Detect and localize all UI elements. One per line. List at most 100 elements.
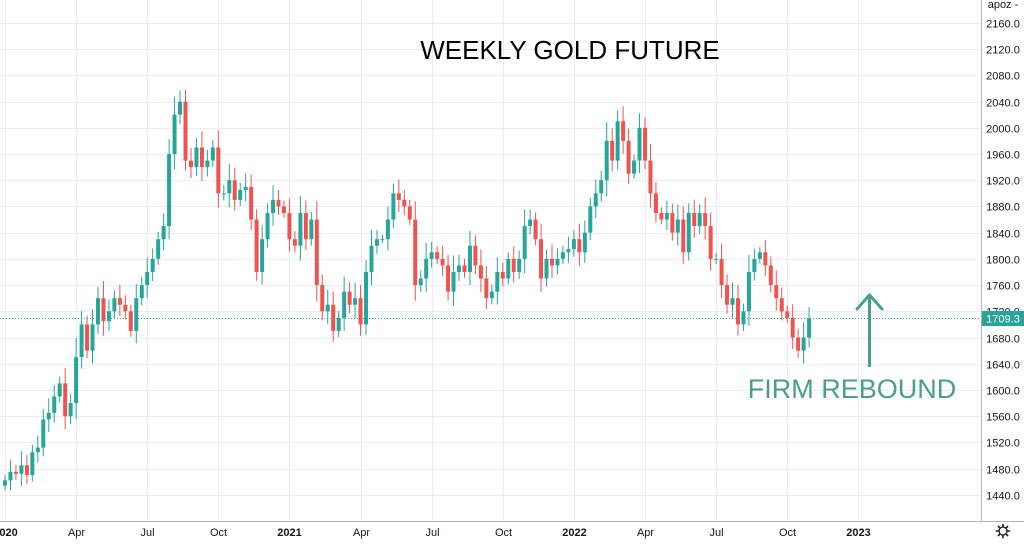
candle-body xyxy=(424,258,429,279)
candle xyxy=(188,147,193,178)
candle-body xyxy=(85,324,90,351)
candle-body xyxy=(336,317,341,331)
candle-body xyxy=(763,252,768,266)
settings-gear-icon[interactable] xyxy=(995,523,1011,539)
candle-body xyxy=(232,180,237,200)
candle xyxy=(484,265,489,309)
candle xyxy=(227,164,232,208)
candle xyxy=(402,190,407,215)
candle xyxy=(500,262,505,287)
candle xyxy=(139,276,144,306)
candle-body xyxy=(52,396,57,413)
candle xyxy=(659,207,664,225)
candle-body xyxy=(380,239,385,241)
candle-body xyxy=(199,147,204,168)
candle-body xyxy=(161,226,166,240)
candle xyxy=(681,206,686,264)
candle-body xyxy=(757,252,762,259)
candle xyxy=(210,140,215,167)
candle-body xyxy=(391,193,396,220)
candle-body xyxy=(369,245,374,272)
candle xyxy=(79,310,84,369)
candle xyxy=(19,451,24,486)
candle xyxy=(385,206,390,251)
candle-body xyxy=(227,180,232,194)
candle-body xyxy=(708,226,713,259)
candle xyxy=(473,235,478,275)
candle xyxy=(413,201,418,301)
candle xyxy=(418,270,423,292)
candle xyxy=(287,198,292,252)
candle xyxy=(95,287,100,334)
candle xyxy=(539,223,544,292)
candle-body xyxy=(796,337,801,351)
y-tick-label: 1920.0 xyxy=(986,176,1020,188)
candle xyxy=(276,190,281,215)
candle xyxy=(719,243,724,299)
candle-body xyxy=(342,291,347,318)
candle-body xyxy=(117,298,122,305)
x-tick-label: Jul xyxy=(425,527,439,539)
candle-body xyxy=(30,452,35,476)
current-price-tag xyxy=(982,311,1024,326)
candle xyxy=(571,230,576,257)
candle-body xyxy=(74,357,79,404)
candle xyxy=(183,89,188,171)
candle xyxy=(506,252,511,285)
y-tick-label: 2120.0 xyxy=(986,45,1020,57)
candle-body xyxy=(167,154,172,227)
candle-body xyxy=(714,258,719,260)
candle xyxy=(298,195,303,261)
candle xyxy=(424,243,429,293)
candle xyxy=(380,234,385,244)
y-tick-label: 1880.0 xyxy=(986,202,1020,214)
candle xyxy=(364,260,369,335)
candle-body xyxy=(19,465,24,474)
candle-body xyxy=(533,219,538,240)
candle xyxy=(489,284,494,305)
candle xyxy=(670,203,675,241)
candle xyxy=(199,131,204,182)
candle-body xyxy=(544,258,549,279)
candle xyxy=(785,305,790,323)
candle-body xyxy=(183,101,188,161)
candle-body xyxy=(243,186,248,191)
candle xyxy=(232,167,237,211)
candle xyxy=(604,122,609,197)
candle xyxy=(3,475,7,491)
candle-body xyxy=(112,298,117,312)
candle-body xyxy=(637,127,642,161)
x-tick-label: Apr xyxy=(353,527,370,539)
candle-body xyxy=(500,271,505,279)
candle-body xyxy=(473,245,478,266)
candle-body xyxy=(779,298,784,312)
candle-body xyxy=(632,160,637,174)
candle xyxy=(369,230,374,286)
candle-body xyxy=(347,291,352,305)
candle-body xyxy=(238,190,243,200)
y-tick-label: 1440.0 xyxy=(986,491,1020,503)
candle xyxy=(435,246,440,265)
candle xyxy=(566,236,571,263)
x-axis-ticks: 2020 Apr Jul Oct 2021 Apr Jul Oct 2022 Apr Jul Oct 2… xyxy=(0,527,871,539)
candle-body xyxy=(194,147,199,168)
candle-body xyxy=(686,212,691,253)
candle-body xyxy=(599,180,604,194)
candle xyxy=(807,306,812,348)
candle xyxy=(801,322,806,364)
y-tick-label: 1600.0 xyxy=(986,386,1020,398)
candle xyxy=(216,130,221,209)
candle xyxy=(221,185,226,201)
candle xyxy=(134,283,139,344)
candle xyxy=(560,246,565,265)
candle xyxy=(757,247,762,264)
candle-body xyxy=(90,324,95,351)
candle-body xyxy=(621,121,626,141)
candle-body xyxy=(188,160,193,168)
y-axis-ticks: 1440.0 1480.0 1520.0 1560.0 1600.0 1640.0 1680… xyxy=(986,0,1020,503)
candle-body xyxy=(735,298,740,325)
x-tick-label: Oct xyxy=(779,527,796,539)
candle xyxy=(550,244,554,278)
candle xyxy=(391,183,396,228)
